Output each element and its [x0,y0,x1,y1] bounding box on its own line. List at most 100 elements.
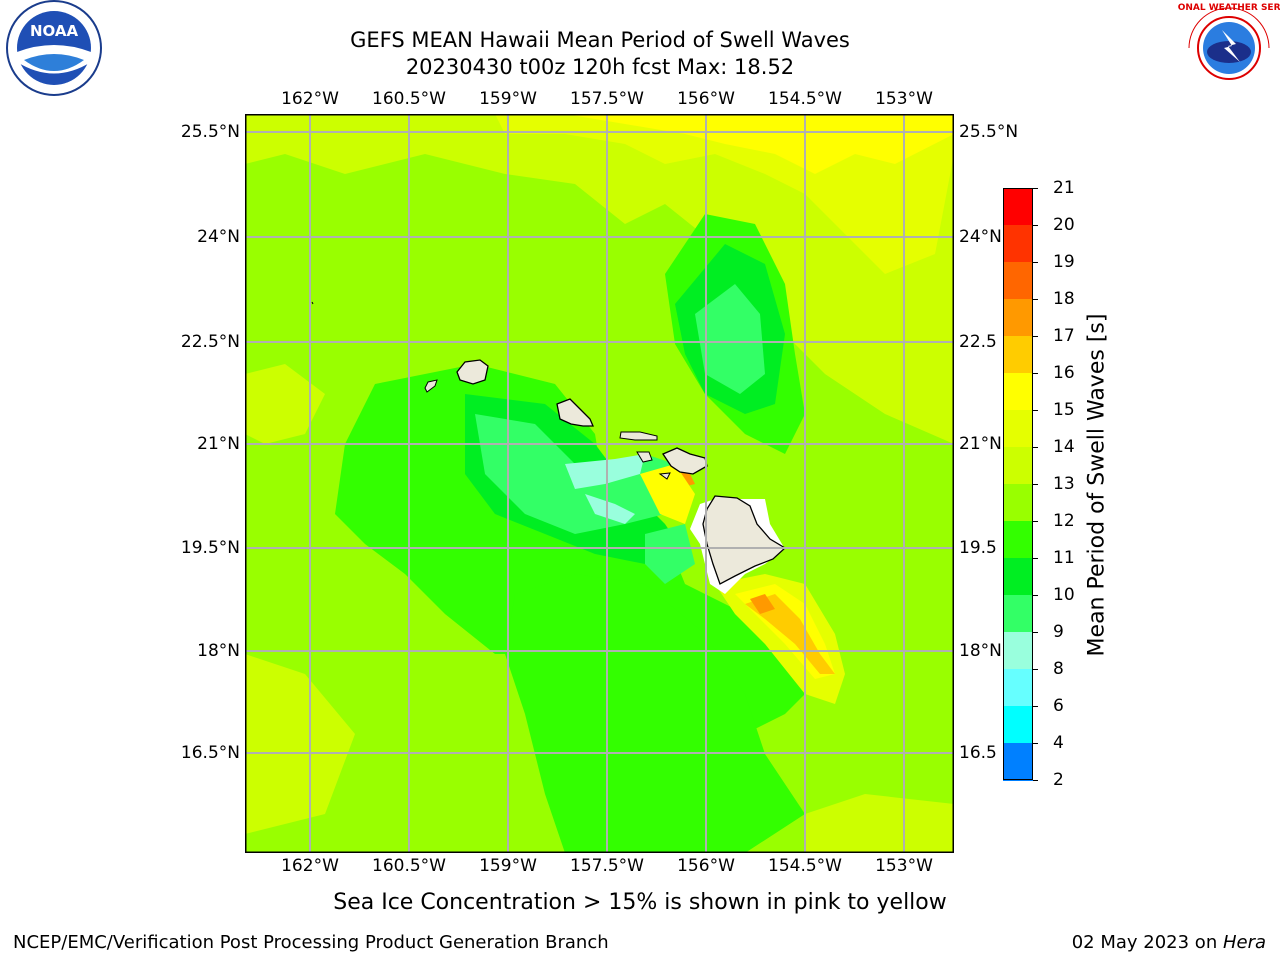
field-zone-15-16 [565,114,954,174]
lat-tick-left: 22.5°N [180,332,240,352]
colorbar-tick-label: 21 [1053,178,1075,198]
colorbar-segment [1003,447,1033,485]
colorbar-tick-mark [1033,262,1038,263]
colorbar-tick-mark [1033,743,1038,744]
chart-subtitle: 20230430 t00z 120h fcst Max: 18.52 [405,55,795,79]
chart-title: GEFS MEAN Hawaii Mean Period of Swell Wa… [350,28,850,52]
graticule [245,114,954,853]
field-zone-maui-15 [640,464,695,524]
lon-tick-bottom: 156°W [677,856,735,876]
lat-tick-left: 19.5°N [180,538,240,558]
colorbar-tick-label: 17 [1053,326,1075,346]
island-oahu [556,398,594,427]
footer-date: 02 May 2023 on Hera [1072,932,1266,953]
lat-tick-left: 25.5°N [180,122,240,142]
lat-tick-right: 18°N [959,641,1002,661]
colorbar-title: Mean Period of Swell Waves [s] [1084,313,1110,657]
colorbar-tick-label: 11 [1053,548,1075,568]
lat-tick-right: 25.5°N [959,122,1019,142]
field-zone-south-green [505,574,805,853]
colorbar-segment [1003,188,1033,226]
colorbar-segment [1003,706,1033,744]
noaa-logo: NOAA [2,0,106,100]
colorbar-tick-label: 19 [1053,252,1075,272]
colorbar-tick-mark [1033,484,1038,485]
colorbar-tick-mark [1033,373,1038,374]
colorbar-segment [1003,632,1033,670]
field-zone-southwest [245,654,355,834]
map-panel [245,114,954,853]
colorbar-tick-mark [1033,521,1038,522]
colorbar-tick-mark [1033,225,1038,226]
colorbar-tick-mark [1033,558,1038,559]
lon-tick-bottom: 162°W [281,856,339,876]
colorbar-tick-label: 12 [1053,511,1075,531]
island-molokai [619,431,658,441]
colorbar-tick-label: 20 [1053,215,1075,235]
lon-tick-bottom: 153°W [875,856,933,876]
lon-tick-bottom: 157.5°W [570,856,644,876]
lon-tick-bottom: 154.5°W [768,856,842,876]
lat-tick-left: 24°N [197,227,240,247]
lat-tick-left: 16.5°N [180,743,240,763]
island-kahoolawe [658,472,671,480]
field-zone-hawaii-west [645,524,695,584]
lon-tick-top: 156°W [677,89,735,109]
colorbar-tick-label: 18 [1053,289,1075,309]
colorbar-tick-mark [1033,780,1038,781]
colorbar-tick-label: 10 [1053,585,1075,605]
colorbar-tick-mark [1033,669,1038,670]
nws-logo-text: NATIONAL WEATHER SERVICE [1178,3,1280,13]
colorbar-tick-label: 4 [1053,733,1064,753]
island-nihoa [311,301,314,305]
colorbar-segment [1003,373,1033,411]
island-kauai [456,359,489,385]
colorbar-segment [1003,299,1033,337]
field-zone-west [245,364,325,444]
map-frame [245,114,954,853]
field-zone-channel [585,494,635,524]
colorbar-tick-mark [1033,632,1038,633]
lat-tick-right: 16.5 [959,743,997,763]
colorbar-segment [1003,225,1033,263]
colorbar-tick-mark [1033,188,1038,189]
lat-tick-right: 22.5 [959,332,997,352]
lon-tick-top: 153°W [875,89,933,109]
island-lanai [636,451,653,463]
colorbar-segment [1003,743,1033,781]
footer-host: Hera [1222,932,1266,953]
field-zone-13-14 [245,114,954,444]
colorbar [1003,188,1033,781]
colorbar-tick-label: 14 [1053,437,1075,457]
colorbar-tick-label: 16 [1053,363,1075,383]
field-zone-north-light [695,284,765,394]
colorbar-segment [1003,410,1033,448]
colorbar-tick-mark [1033,595,1038,596]
colorbar-segment [1003,484,1033,522]
lon-tick-bottom: 159°W [479,856,537,876]
island-niihau [424,379,438,393]
field-zone-south [805,794,954,853]
colorbar-tick-mark [1033,299,1038,300]
colorbar-tick-label: 9 [1053,622,1064,642]
lon-tick-top: 157.5°W [570,89,644,109]
field-zone-lee-17 [750,594,775,614]
colorbar-tick-label: 8 [1053,659,1064,679]
lon-tick-top: 162°W [281,89,339,109]
colorbar-tick-mark [1033,447,1038,448]
nws-logo: NATIONAL WEATHER SERVICE [1154,0,1280,100]
colorbar-tick-mark [1033,336,1038,337]
colorbar-frame [1003,188,1033,780]
field-zone-8-9 [565,454,645,489]
lon-tick-top: 154.5°W [768,89,842,109]
noaa-logo-text: NOAA [30,22,79,40]
lat-tick-right: 21°N [959,434,1002,454]
colorbar-segment [1003,595,1033,633]
map-canvas [245,114,954,853]
lat-tick-right: 24°N [959,227,1002,247]
field-zone-lee-16 [745,594,835,674]
lat-tick-right: 19.5 [959,538,997,558]
island-hawaii [702,495,787,585]
lon-tick-top: 159°W [479,89,537,109]
footer-date-text: 02 May 2023 on [1071,932,1223,953]
